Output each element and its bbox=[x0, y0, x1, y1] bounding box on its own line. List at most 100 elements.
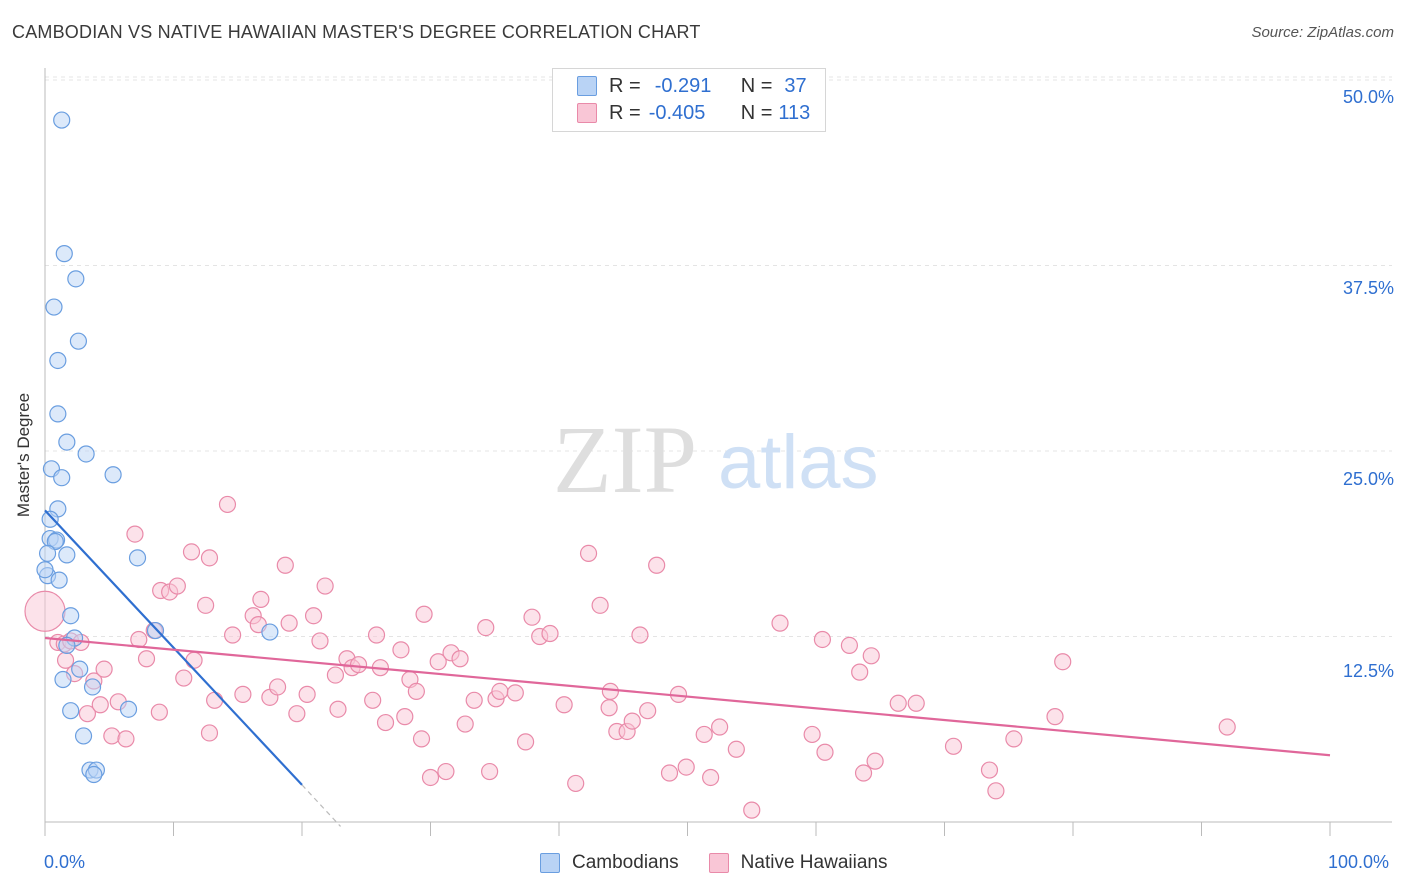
point-native-hawaiians bbox=[600, 699, 618, 717]
point-native-hawaiians bbox=[541, 624, 559, 643]
point-native-hawaiians bbox=[280, 614, 298, 632]
x-tick-label-min: 0.0% bbox=[44, 852, 86, 872]
y-axis-label: Master's Degree bbox=[14, 392, 34, 518]
point-native-hawaiians bbox=[126, 525, 144, 543]
point-native-hawaiians bbox=[91, 696, 109, 714]
legend-r-value: -0.405 bbox=[648, 101, 706, 124]
point-native-hawaiians bbox=[95, 660, 113, 678]
point-cambodians bbox=[83, 678, 102, 696]
point-native-hawaiians bbox=[407, 682, 425, 701]
trend-line-cambodians bbox=[44, 509, 303, 786]
point-native-hawaiians bbox=[481, 762, 499, 781]
point-native-hawaiians bbox=[516, 733, 535, 751]
y-tick-label-25: 25.0% bbox=[1342, 469, 1394, 489]
legend-swatch-cambodians bbox=[540, 853, 560, 873]
point-native-hawaiians bbox=[429, 653, 447, 671]
point-native-hawaiians bbox=[944, 737, 963, 755]
legend-r-value: -0.291 bbox=[654, 74, 712, 97]
point-cambodians bbox=[77, 445, 95, 463]
point-cambodians bbox=[38, 544, 57, 562]
legend-r-label: R = bbox=[609, 74, 641, 97]
legend-n-label: N = bbox=[740, 74, 773, 97]
point-native-hawaiians bbox=[980, 761, 999, 779]
point-cambodians bbox=[55, 245, 73, 263]
point-native-hawaiians bbox=[567, 774, 585, 793]
legend-swatch-cambodians bbox=[577, 76, 597, 96]
point-cambodians bbox=[62, 607, 80, 625]
point-native-hawaiians bbox=[862, 647, 880, 665]
point-native-hawaiians bbox=[840, 636, 859, 655]
point-native-hawaiians bbox=[316, 577, 334, 595]
point-cambodians bbox=[45, 298, 63, 316]
point-cambodians bbox=[62, 702, 80, 720]
point-native-hawaiians bbox=[197, 596, 215, 614]
point-native-hawaiians bbox=[1054, 653, 1072, 671]
point-cambodians bbox=[69, 332, 88, 350]
point-native-hawaiians bbox=[150, 703, 168, 721]
point-native-hawaiians bbox=[224, 626, 242, 644]
point-native-hawaiians bbox=[866, 752, 884, 770]
point-native-hawaiians bbox=[660, 764, 679, 782]
point-native-hawaiians bbox=[364, 691, 382, 709]
point-native-hawaiians bbox=[743, 801, 761, 819]
point-native-hawaiians bbox=[506, 684, 524, 702]
point-native-hawaiians bbox=[803, 725, 821, 744]
point-native-hawaiians bbox=[695, 725, 713, 744]
point-native-hawaiians bbox=[523, 608, 541, 626]
y-tick-label-37-5: 37.5% bbox=[1342, 278, 1394, 298]
point-cambodians bbox=[67, 270, 85, 288]
point-native-hawaiians bbox=[889, 694, 907, 712]
point-native-hawaiians bbox=[329, 700, 347, 718]
point-cambodians bbox=[104, 466, 122, 484]
point-native-hawaiians bbox=[396, 708, 414, 726]
point-native-hawaiians bbox=[816, 743, 834, 761]
point-native-hawaiians bbox=[987, 782, 1005, 800]
point-native-hawaiians bbox=[491, 682, 509, 701]
point-native-hawaiians bbox=[376, 713, 395, 732]
point-native-hawaiians bbox=[477, 618, 495, 637]
point-native-hawaiians bbox=[648, 556, 666, 574]
point-cambodians bbox=[58, 546, 76, 564]
point-native-hawaiians bbox=[304, 607, 323, 625]
point-cambodians bbox=[74, 727, 93, 745]
point-native-hawaiians bbox=[555, 696, 573, 714]
point-native-hawaiians bbox=[851, 663, 869, 681]
point-native-hawaiians bbox=[412, 730, 431, 748]
point-cambodians bbox=[54, 670, 72, 689]
grid-lines bbox=[45, 76, 1392, 637]
legend-swatch-native-hawaiians bbox=[577, 103, 597, 123]
point-native-hawaiians bbox=[854, 764, 873, 782]
point-cambodians bbox=[146, 621, 165, 640]
point-native-hawaiians bbox=[1218, 718, 1236, 736]
point-native-hawaiians bbox=[677, 758, 695, 776]
point-native-hawaiians bbox=[437, 762, 455, 781]
point-native-hawaiians bbox=[367, 626, 386, 644]
point-native-hawaiians bbox=[813, 630, 832, 649]
point-native-hawaiians bbox=[117, 730, 135, 748]
point-cambodians bbox=[49, 405, 67, 423]
point-native-hawaiians bbox=[206, 691, 224, 709]
point-native-hawaiians bbox=[137, 650, 156, 668]
point-native-hawaiians bbox=[771, 614, 789, 632]
point-cambodians bbox=[58, 433, 76, 451]
point-cambodians bbox=[36, 561, 54, 579]
x-tick-label-max: 100.0% bbox=[1328, 852, 1390, 872]
legend-n-label: N = bbox=[740, 101, 773, 124]
axes bbox=[44, 68, 1392, 836]
point-native-hawaiians bbox=[421, 768, 440, 787]
point-cambodians bbox=[53, 111, 71, 129]
point-cambodians bbox=[128, 549, 147, 567]
point-native-hawaiians bbox=[601, 682, 620, 701]
point-native-hawaiians bbox=[465, 691, 483, 709]
point-cambodians bbox=[85, 765, 103, 784]
point-cambodians bbox=[119, 700, 138, 718]
point-native-hawaiians bbox=[326, 666, 345, 684]
point-native-hawaiians bbox=[311, 632, 329, 650]
legend-n-value: 37 bbox=[784, 74, 807, 97]
chart-title: CAMBODIAN VS NATIVE HAWAIIAN MASTER'S DE… bbox=[12, 22, 701, 42]
point-native-hawaiians bbox=[456, 715, 474, 733]
point-cambodians bbox=[71, 660, 89, 678]
point-native-hawaiians bbox=[1005, 730, 1023, 748]
legend-swatch-native-hawaiians bbox=[708, 853, 729, 873]
